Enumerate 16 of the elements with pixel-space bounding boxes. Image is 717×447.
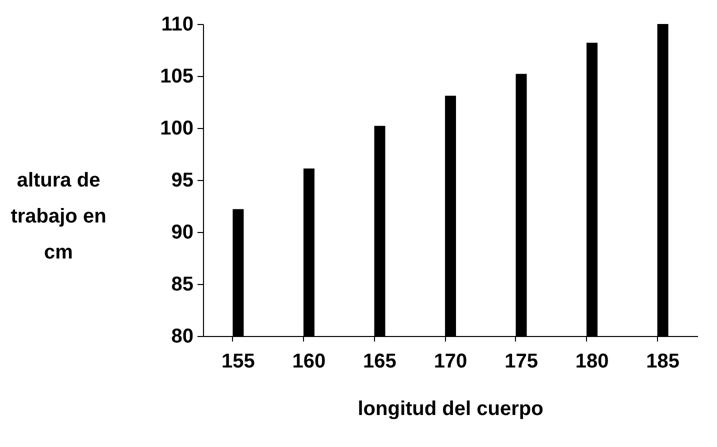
x-tick-label: 155 (222, 350, 255, 372)
y-tick-label: 85 (171, 274, 194, 296)
x-tick-label: 165 (363, 350, 396, 372)
y-tick-label: 100 (160, 118, 194, 140)
x-tick-label: 175 (504, 350, 538, 372)
y-tick-label: 80 (171, 326, 194, 348)
x-tick-label: 170 (434, 350, 468, 372)
x-tick-label: 160 (292, 350, 326, 372)
y-tick-label: 90 (171, 222, 194, 244)
y-axis-title: altura de trabajo en cm (10, 170, 106, 264)
y-tick-label: 110 (161, 14, 194, 36)
x-axis-title: longitud del cuerpo (358, 398, 544, 420)
x-tick-label: 185 (646, 350, 680, 372)
y-tick-label: 105 (160, 66, 194, 88)
y-tick-label: 95 (171, 170, 194, 192)
x-tick-label: 180 (575, 350, 609, 372)
